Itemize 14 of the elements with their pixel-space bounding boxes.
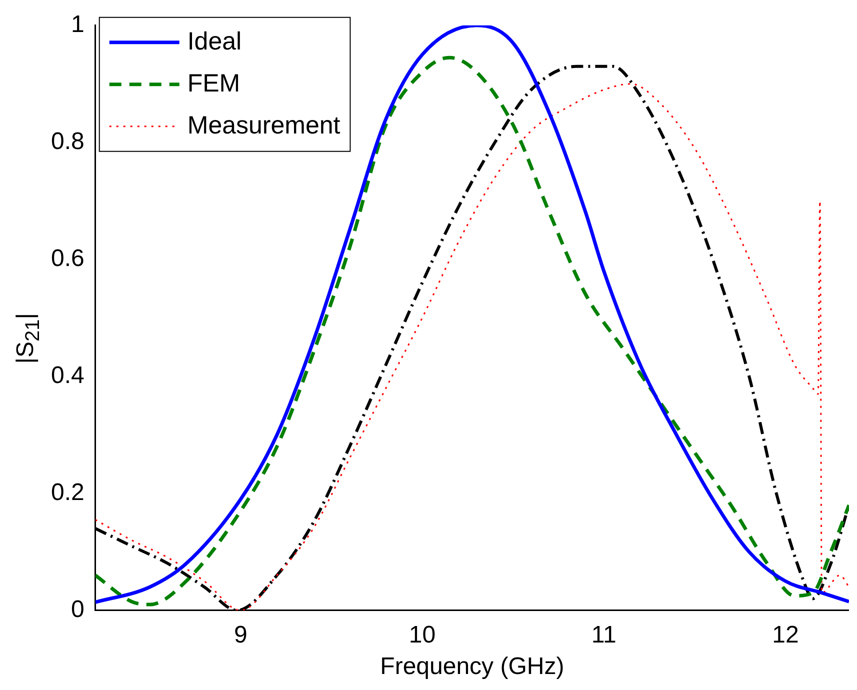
x-tick-label: 9 — [234, 621, 248, 648]
x-tick-label: 12 — [772, 621, 799, 648]
y-tick-label: 0.8 — [50, 128, 84, 156]
y-tick-label: 0.6 — [50, 245, 84, 272]
y-tick-label: 1 — [71, 11, 84, 38]
legend-label: Ideal — [187, 27, 242, 56]
legend-label: Measurement — [187, 111, 340, 140]
y-tick-label: 0.4 — [50, 362, 84, 390]
y-tick-label: 0.2 — [50, 479, 84, 506]
legend-label: FEM — [187, 69, 240, 98]
y-tick-label: 0 — [71, 596, 84, 624]
x-tick-label: 10 — [408, 621, 436, 648]
x-tick-label: 11 — [591, 621, 616, 648]
x-axis-title: Frequency (GHz) — [380, 653, 564, 680]
